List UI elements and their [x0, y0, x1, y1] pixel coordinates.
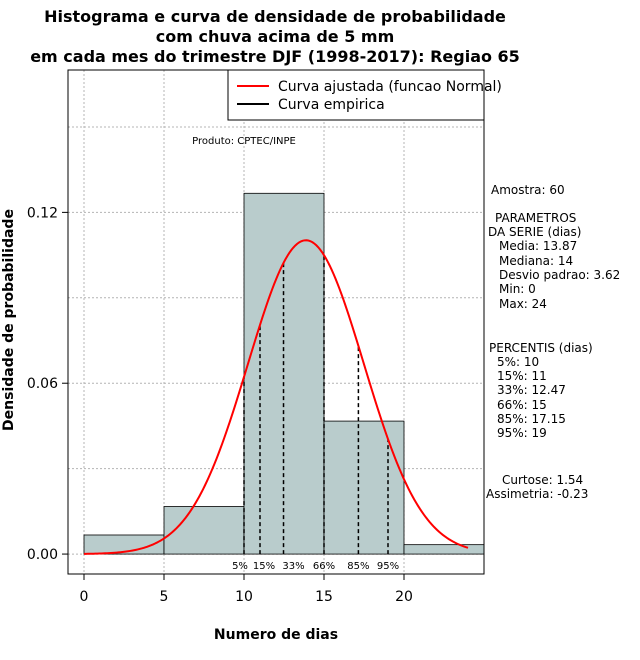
histogram-bar [403, 544, 485, 555]
normal-curve [83, 239, 469, 555]
y-tick-label: 0.06 [27, 376, 58, 392]
x-tick-label: 10 [235, 589, 253, 605]
chart-title-line-1: Histograma e curva de densidade de proba… [44, 7, 506, 26]
percentile-labels: 5% 15% 33% 66% 85% 95% [232, 561, 399, 572]
percentile-label: 85% [347, 561, 369, 572]
percentile-label: 5% [232, 561, 248, 572]
chart-title-line-2: com chuva acima de 5 mm [156, 27, 395, 46]
stats-panel: Amostra: 60 PARAMETROS DA SERIE (dias) M… [486, 183, 620, 501]
y-tick-label: 0.00 [27, 547, 58, 563]
legend-label-empirical: Curva empirica [278, 97, 385, 113]
legend-box [227, 69, 485, 121]
percentile-15: 15%: 11 [497, 369, 547, 383]
params-title-2: DA SERIE (dias) [488, 225, 581, 239]
percentile-lines [243, 255, 389, 555]
legend: Curva ajustada (funcao Normal) Curva emp… [227, 69, 502, 121]
param-max: Max: 24 [499, 297, 547, 311]
legend-label-normal: Curva ajustada (funcao Normal) [278, 79, 502, 95]
percentile-85: 85%: 17.15 [497, 412, 566, 426]
percentile-95: 95%: 19 [497, 426, 547, 440]
chart-title-line-3: em cada mes do trimestre DJF (1998-2017)… [30, 47, 520, 66]
sample-size: Amostra: 60 [491, 183, 565, 197]
param-sd: Desvio padrao: 3.62 [499, 268, 620, 282]
percentile-label: 15% [253, 561, 275, 572]
skewness: Assimetria: -0.23 [486, 487, 588, 501]
x-tick-label: 15 [315, 589, 333, 605]
percentile-label: 33% [282, 561, 304, 572]
param-min: Min: 0 [499, 282, 536, 296]
x-tick-label: 20 [395, 589, 413, 605]
percentile-label: 95% [377, 561, 399, 572]
percentiles-title: PERCENTIS (dias) [489, 341, 593, 355]
percentile-33: 33%: 12.47 [497, 383, 566, 397]
histogram-bar [163, 506, 245, 555]
x-tick-label: 5 [160, 589, 169, 605]
x-axis-label: Numero de dias [214, 627, 338, 643]
axes: 0 5 10 15 20 0.00 0.06 0.12 [27, 205, 413, 605]
param-mean: Media: 13.87 [499, 239, 577, 253]
histogram-bar [323, 420, 405, 555]
params-title-1: PARAMETROS [495, 211, 576, 225]
histogram-bars [83, 192, 485, 555]
param-median: Mediana: 14 [499, 254, 573, 268]
kurtosis: Curtose: 1.54 [502, 473, 583, 487]
normal-curve-group [83, 239, 469, 555]
credit-text: Produto: CPTEC/INPE [192, 136, 296, 147]
x-tick-label: 0 [80, 589, 89, 605]
y-tick-label: 0.12 [27, 205, 58, 221]
histogram-bar [243, 192, 325, 555]
percentile-66: 66%: 15 [497, 398, 547, 412]
y-axis-label: Densidade de probabilidade [1, 209, 17, 431]
percentile-5: 5%: 10 [497, 355, 539, 369]
percentile-label: 66% [313, 561, 335, 572]
